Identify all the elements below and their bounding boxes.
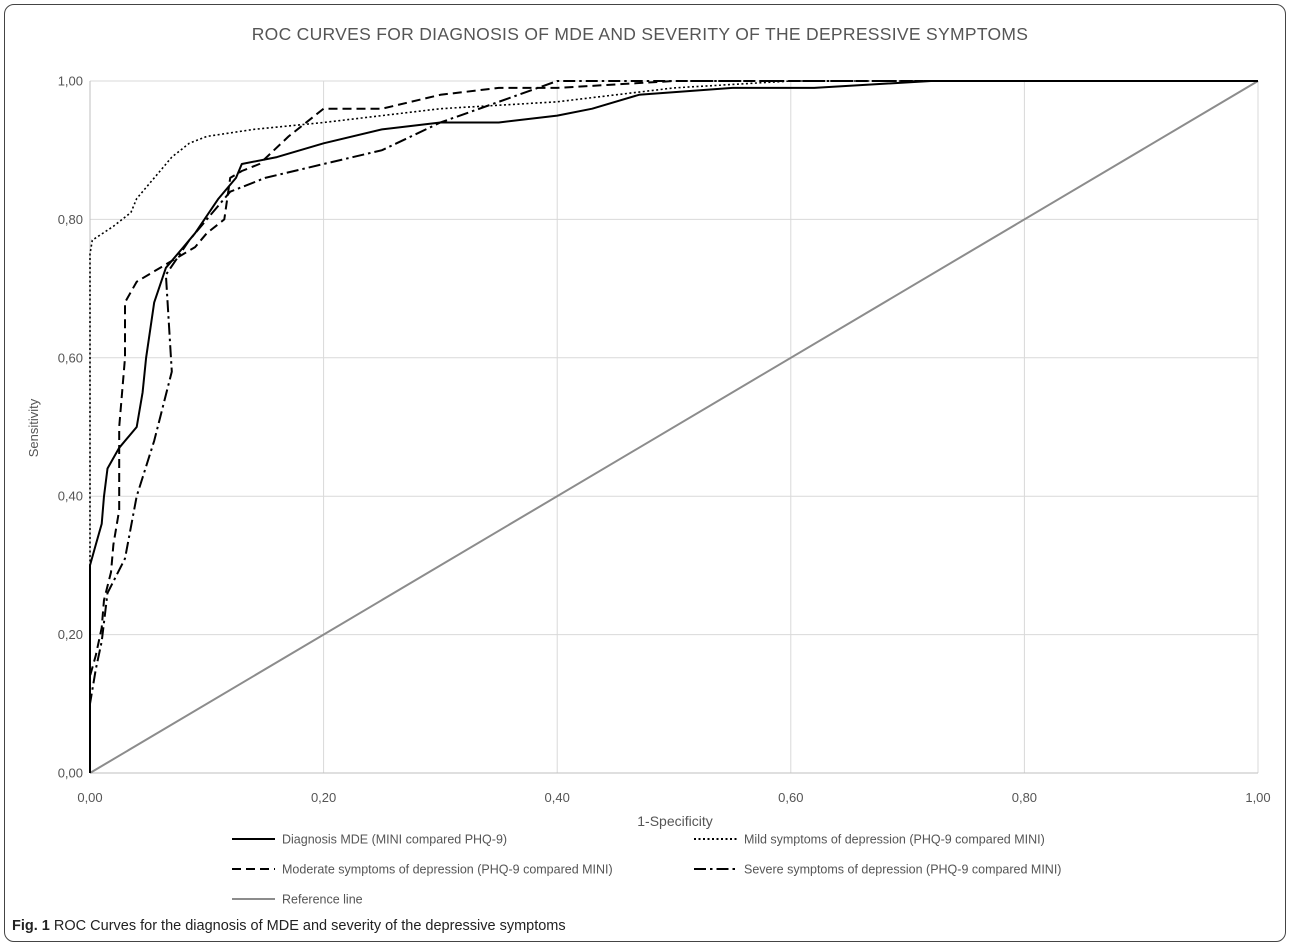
series-line-0 bbox=[89, 80, 1258, 773]
x-tick-label: 0,20 bbox=[311, 790, 336, 805]
y-tick-label: 1,00 bbox=[58, 74, 83, 89]
y-tick-label: 0,60 bbox=[58, 350, 83, 365]
series-line-1 bbox=[89, 80, 1258, 773]
y-tick-label: 0,20 bbox=[58, 627, 83, 642]
y-tick-label: 0,80 bbox=[58, 212, 83, 227]
legend-label: Mild symptoms of depression (PHQ-9 compa… bbox=[744, 833, 1045, 847]
series-line-2 bbox=[89, 80, 1258, 773]
figure-caption-text: ROC Curves for the diagnosis of MDE and … bbox=[49, 918, 566, 934]
figure-label: Fig. 1 bbox=[12, 918, 50, 934]
y-axis-label: Sensitivity bbox=[26, 398, 41, 457]
series-line-4 bbox=[89, 80, 1259, 774]
chart-title: ROC CURVES FOR DIAGNOSIS OF MDE AND SEVE… bbox=[252, 24, 1029, 44]
figure-caption: Fig. 1 ROC Curves for the diagnosis of M… bbox=[12, 918, 566, 934]
legend: Diagnosis MDE (MINI compared PHQ-9) Mild … bbox=[232, 833, 1061, 907]
x-tick-label: 0,00 bbox=[77, 790, 102, 805]
x-tick-label: 0,40 bbox=[545, 790, 570, 805]
legend-label: Diagnosis MDE (MINI compared PHQ-9) bbox=[282, 833, 507, 847]
x-tick-labels: 0,00 0,20 0,40 0,60 0,80 1,00 bbox=[77, 790, 1270, 805]
x-axis-label: 1-Specificity bbox=[637, 813, 712, 829]
x-tick-label: 0,60 bbox=[778, 790, 803, 805]
series-line-3 bbox=[89, 80, 1258, 773]
series-lines bbox=[89, 80, 1259, 774]
x-tick-label: 1,00 bbox=[1245, 790, 1270, 805]
figure-frame bbox=[4, 4, 1286, 942]
legend-label: Severe symptoms of depression (PHQ-9 com… bbox=[744, 863, 1061, 877]
legend-label: Moderate symptoms of depression (PHQ-9 c… bbox=[282, 863, 613, 877]
y-tick-label: 0,40 bbox=[58, 489, 83, 504]
y-tick-labels: 0,00 0,20 0,40 0,60 0,80 1,00 bbox=[58, 74, 83, 781]
x-tick-label: 0,80 bbox=[1012, 790, 1037, 805]
y-tick-label: 0,00 bbox=[58, 766, 83, 781]
legend-label: Reference line bbox=[282, 893, 363, 907]
